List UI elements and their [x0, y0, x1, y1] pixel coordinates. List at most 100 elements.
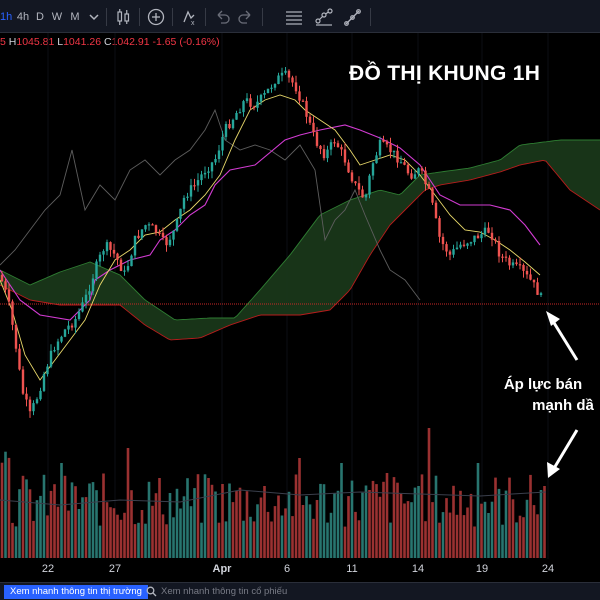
candle-body — [322, 149, 326, 159]
volume-bar — [410, 502, 413, 558]
candle-body — [74, 319, 77, 328]
tenkan-sen-line — [0, 94, 541, 381]
add-indicator-icon[interactable] — [146, 7, 166, 27]
volume-bar — [179, 508, 182, 558]
candle-body — [144, 225, 147, 230]
volume-bar — [266, 511, 270, 558]
candle-body — [102, 251, 105, 255]
volume-bar — [445, 498, 448, 558]
candle-body — [284, 70, 287, 73]
volume-bar — [476, 463, 480, 558]
volume-bar — [399, 493, 403, 558]
time-axis: 22 27 Apr 6 11 14 19 24 — [0, 559, 600, 579]
arrow-up-head-icon — [546, 311, 560, 326]
candle-body — [396, 150, 399, 163]
volume-bar — [385, 473, 389, 558]
volume-bar — [119, 519, 123, 558]
candle-body — [319, 145, 322, 150]
volume-bar — [392, 477, 396, 558]
candle-body — [49, 350, 53, 367]
line-tool-icon[interactable] — [314, 7, 334, 27]
volume-bar — [308, 504, 312, 558]
candle-body — [231, 119, 235, 129]
market-overview-tab[interactable]: Xem nhanh thông tin thị trường — [4, 585, 148, 599]
volume-bar — [14, 526, 18, 558]
volume-bar — [84, 497, 88, 558]
volume-bar — [245, 491, 249, 558]
candle-body — [364, 194, 368, 198]
volume-bar — [396, 482, 399, 558]
volume-bar — [466, 507, 469, 558]
volume-bar — [536, 514, 539, 558]
volume-bar — [112, 508, 116, 558]
timeframe-m[interactable]: M — [70, 11, 80, 23]
candle-body — [476, 235, 480, 239]
volume-bar — [315, 500, 319, 558]
search-icon — [146, 586, 157, 597]
candle-body — [46, 366, 49, 375]
chevron-down-icon[interactable] — [84, 7, 104, 27]
time-axis-label: 24 — [541, 563, 555, 575]
timeframe-w[interactable]: W — [51, 11, 63, 23]
arrow-down-head-icon — [547, 462, 560, 478]
candle-body — [53, 350, 56, 352]
volume-bar — [350, 480, 354, 558]
timeframe-1h[interactable]: 1h — [0, 11, 13, 23]
candle-body — [63, 329, 67, 337]
candle-body — [287, 70, 291, 78]
volume-bar — [273, 506, 277, 558]
volume-bar — [424, 521, 427, 558]
brush-icon[interactable] — [343, 7, 363, 27]
volume-bar — [63, 475, 67, 558]
volume-bar — [25, 479, 28, 558]
volume-bar — [473, 526, 476, 558]
volume-bar — [298, 458, 301, 558]
volume-bar — [196, 474, 200, 558]
horizontal-lines-icon[interactable] — [284, 7, 304, 27]
candle-body — [427, 184, 431, 189]
senkou-span-a-line — [0, 139, 600, 321]
volume-bar — [221, 484, 224, 558]
candle-body — [210, 162, 214, 172]
volume-bar — [452, 485, 455, 558]
time-axis-label: 11 — [346, 563, 358, 575]
candle-body — [179, 208, 182, 219]
volume-bar — [417, 486, 420, 558]
volume-bar — [319, 483, 322, 558]
candle-body — [81, 302, 84, 312]
candle-body — [77, 311, 81, 319]
volume-bar — [361, 492, 364, 558]
indicator-lines — [0, 94, 541, 381]
time-axis-label: 6 — [283, 563, 291, 575]
volume-bar — [406, 501, 410, 558]
volume-bar — [357, 520, 361, 558]
ohlc-high-label: H — [8, 36, 17, 48]
candlestick-icon[interactable] — [113, 7, 133, 27]
candle-body — [466, 243, 469, 246]
volume-bar — [228, 483, 231, 558]
candle-body — [305, 100, 308, 117]
candle-body — [168, 239, 172, 246]
candle-body — [382, 140, 385, 142]
timeframe-4h[interactable]: 4h — [16, 11, 30, 23]
alert-icon[interactable]: x — [179, 7, 199, 27]
redo-icon[interactable] — [236, 7, 256, 27]
candle-body — [165, 237, 168, 246]
candle-body — [200, 174, 203, 181]
candle-body — [112, 249, 116, 254]
candle-body — [343, 149, 347, 163]
undo-icon[interactable] — [212, 7, 232, 27]
candle-body — [224, 124, 228, 137]
volume-bar — [207, 478, 210, 558]
price-chart[interactable] — [0, 33, 600, 559]
stock-search[interactable]: Xem nhanh thông tin cổ phiếu — [146, 584, 287, 599]
candle-body — [455, 247, 459, 250]
toolbar-divider — [370, 8, 371, 26]
timeframe-d[interactable]: D — [36, 11, 44, 23]
volume-bar — [326, 522, 329, 558]
volume-bar — [263, 486, 266, 558]
ohlc-high-value: 1045.81 — [16, 36, 55, 48]
candle-body — [375, 155, 378, 164]
volume-bar — [354, 511, 357, 558]
candle-body — [18, 348, 21, 370]
